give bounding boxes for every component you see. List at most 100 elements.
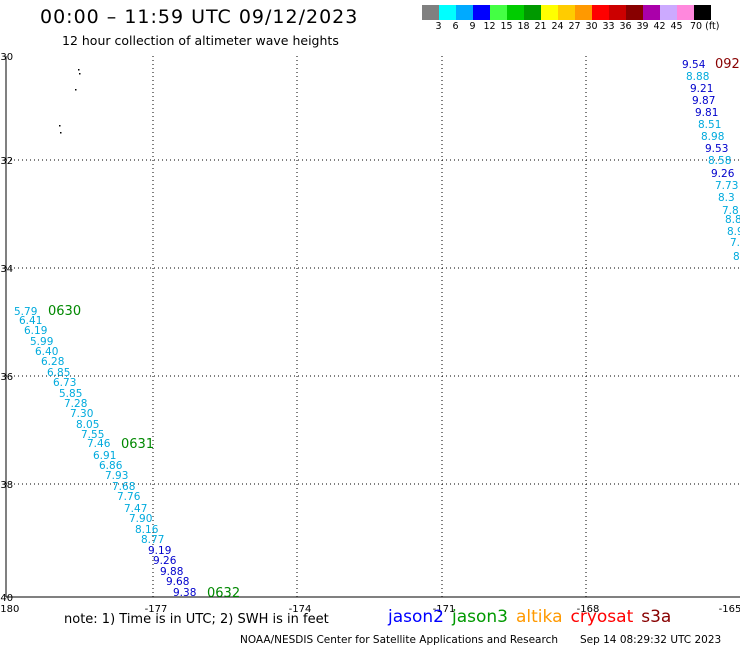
colorbar-label: 33 [602,21,615,32]
colorbar-label: 18 [517,21,530,32]
swh-value-label: 7.30 [70,408,93,420]
colorbar-label: 39 [636,21,649,32]
colorbar-label: 3 [435,21,442,32]
swh-value-label: 8.58 [708,155,731,167]
swh-value-label: 9.53 [705,143,728,155]
colorbar-swatch [677,5,694,20]
colorbar-swatch [643,5,660,20]
satellite-track-a: 5.796.416.195.996.406.286.856.735.857.28… [14,304,240,601]
footer-credit: NOAA/NESDIS Center for Satellite Applica… [240,634,558,646]
land-speck [79,73,81,75]
colorbar-label: 30 [585,21,598,32]
lon-tick-label: -165 [719,604,740,615]
land-speck [60,132,62,134]
lat-tick-label: -40 [0,593,13,604]
swh-value-label: 6.41 [19,315,42,327]
swh-value-label: 8.77 [141,534,164,546]
swh-value-label: 7.55 [81,429,104,441]
colorbar-label: 36 [619,21,632,32]
colorbar-label: 12 [483,21,496,32]
swh-value-label: 7.68 [112,481,135,493]
footer-timestamp: Sep 14 08:29:32 UTC 2023 [580,634,722,646]
colorbar-swatch [473,5,490,20]
swh-value-label: 7.73 [715,180,738,192]
colorbar-swatch [694,5,711,20]
swh-value-label: 6.85 [47,367,70,379]
colorbar-swatch [541,5,558,20]
track-time-label: 092 [715,57,740,72]
lat-tick-label: -30 [0,52,13,63]
lon-tick-label: -177 [145,604,168,615]
swh-value-label: 7.28 [64,398,87,410]
colorbar-label: 27 [568,21,581,32]
swh-value-label: 6.19 [24,325,47,337]
swh-value-label: 7.46 [87,438,111,450]
colorbar-label: 6 [452,21,459,32]
page-title: 00:00 – 11:59 UTC 09/12/2023 [40,6,359,28]
swh-value-label: 8.8 [725,214,740,226]
swh-value-label: 6.40 [35,346,58,358]
swh-value-label: 9.81 [695,107,718,119]
lat-tick-label: -36 [0,372,13,383]
colorbar-label: 21 [534,21,547,32]
swh-value-label: 8.88 [686,71,709,83]
swh-value-label: 9.38 [173,587,196,599]
colorbar-swatch [609,5,626,20]
lat-tick-label: -34 [0,264,13,275]
swh-value-label: 9.26 [153,555,177,567]
swh-value-label: 7.93 [105,470,128,482]
colorbar-label: 15 [500,21,513,32]
lon-tick-label: -180 [0,604,19,615]
colorbar-label: 24 [551,21,564,32]
colorbar-swatch [422,5,439,20]
swh-value-label: 6.28 [41,356,64,368]
colorbar-label: 9 [469,21,476,32]
swh-value-label: 7.90 [129,513,152,525]
track-time-label: 0631 [121,437,154,452]
legend-item-jason2: jason2 [388,607,444,627]
swh-value-label: 9.26 [711,168,735,180]
legend-item-altika: altika [516,607,563,627]
swh-value-label: 8.9 [727,226,740,238]
colorbar-label: 70 (ft) [690,21,720,32]
colorbar-swatch [575,5,592,20]
lon-tick-label: -171 [433,604,456,615]
swh-value-label: 6.86 [99,460,123,472]
lon-tick-label: -168 [577,604,600,615]
colorbar-swatch [524,5,541,20]
colorbar-swatch [558,5,575,20]
swh-value-label: 5.99 [30,336,53,348]
track-time-label: 0632 [207,586,240,601]
swh-value-label: 9.88 [160,566,183,578]
axis-tick-labels: -180 -177 -174 -171 -168 -165 -30 -32 -34 -36 -38 -… [0,52,740,615]
colorbar-swatch [439,5,456,20]
land-speck [75,89,77,91]
colorbar-swatch [507,5,524,20]
track-time-label: 0630 [48,304,81,319]
colorbar-label: 45 [670,21,683,32]
swh-value-label: 7.76 [117,491,141,503]
swh-value-label: 8 [733,251,740,263]
swh-value-label: 8.98 [701,131,724,143]
swh-value-label: 6.91 [93,450,116,462]
lat-tick-label: -32 [0,156,13,167]
swh-value-label: 9.21 [690,83,713,95]
map-grid [5,56,740,598]
lat-tick-label: -38 [0,480,13,491]
swh-value-label: 9.87 [692,95,715,107]
colorbar-swatch [456,5,473,20]
footer-note: note: 1) Time is in UTC; 2) SWH is in fe… [64,612,329,627]
swh-value-label: 8.3 [718,192,735,204]
land-speck [59,125,61,127]
swh-value-label: 5.85 [59,388,82,400]
swh-value-label: 9.19 [148,545,171,557]
colorbar-swatch [490,5,507,20]
legend-item-jason3: jason3 [452,607,508,627]
legend-item-s3a: s3a [641,607,672,627]
swh-value-label: 9.68 [166,576,189,588]
swh-value-label: 7.47 [124,503,147,515]
swh-value-label: 7. [730,237,740,249]
legend-item-cryosat: cryosat [570,607,634,627]
